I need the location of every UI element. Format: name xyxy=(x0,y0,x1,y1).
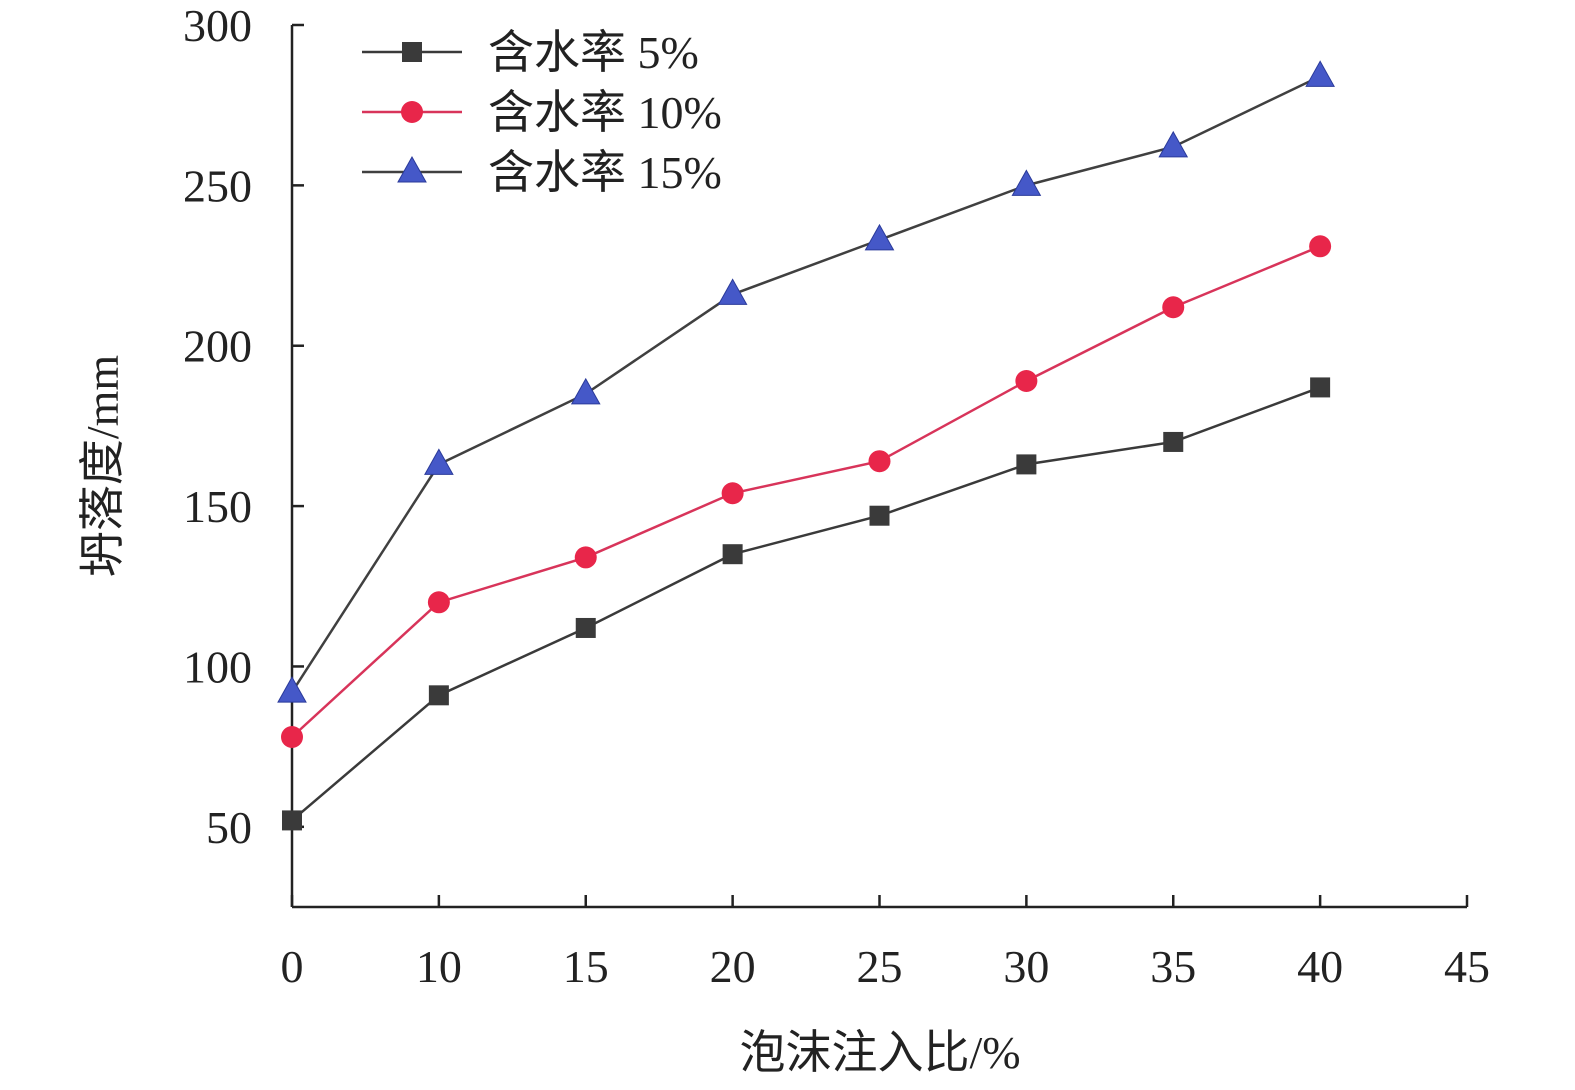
series-group xyxy=(277,60,1335,831)
y-tick-label: 100 xyxy=(183,641,252,692)
data-point-square xyxy=(1016,454,1037,475)
series-line xyxy=(290,75,1321,693)
data-point-circle xyxy=(1162,296,1185,319)
x-tick-label: 35 xyxy=(1150,941,1196,992)
x-tick-label: 25 xyxy=(857,941,903,992)
series-3 xyxy=(277,60,1335,703)
legend-marker-circle xyxy=(401,101,423,123)
legend-label: 含水率 15% xyxy=(488,147,722,198)
y-axis-label: 坍落度/mm xyxy=(77,355,128,578)
x-tick-label: 30 xyxy=(1003,941,1049,992)
axes: 50 100 150 200 250 300 0 10 15 20 25 30 35 40 45 xyxy=(183,0,1490,992)
legend-label: 含水率 5% xyxy=(488,27,699,78)
legend-marker-triangle xyxy=(397,155,427,183)
data-point-square xyxy=(1163,431,1184,452)
data-point-square xyxy=(282,810,302,831)
data-point-circle xyxy=(1309,235,1332,258)
x-tick-label: 15 xyxy=(563,941,609,992)
x-tick-label: 10 xyxy=(416,941,462,992)
data-point-circle xyxy=(1015,370,1038,393)
series-1 xyxy=(282,377,1331,831)
data-point-triangle xyxy=(570,377,601,405)
data-point-circle xyxy=(427,591,450,614)
data-point-triangle xyxy=(424,448,454,475)
x-tick-label: 45 xyxy=(1444,941,1490,992)
series-line xyxy=(291,386,1321,822)
data-point-square xyxy=(869,505,890,526)
data-point-circle xyxy=(574,546,597,569)
data-point-triangle xyxy=(1011,169,1042,196)
legend-item-2: 含水率 10% xyxy=(362,87,722,138)
data-point-triangle xyxy=(277,676,307,703)
data-point-triangle xyxy=(717,278,748,305)
legend: 含水率 5% 含水率 10% 含水率 15% xyxy=(362,27,722,198)
data-point-square xyxy=(722,544,743,565)
x-axis-label: 泡沫注入比/% xyxy=(739,1027,1020,1078)
data-point-square xyxy=(575,617,596,638)
legend-item-3: 含水率 15% xyxy=(362,147,722,198)
series-2 xyxy=(281,235,1332,749)
y-tick-label: 200 xyxy=(183,321,252,372)
legend-item-1: 含水率 5% xyxy=(362,27,699,78)
y-tick-label: 50 xyxy=(206,802,252,853)
y-tick-label: 150 xyxy=(183,481,252,532)
legend-label: 含水率 10% xyxy=(488,87,722,138)
data-point-square xyxy=(428,685,449,706)
x-tick-label: 0 xyxy=(281,941,304,992)
legend-marker-square xyxy=(402,42,422,62)
data-point-triangle xyxy=(1305,60,1335,87)
y-tick-label: 300 xyxy=(183,0,252,51)
data-point-triangle xyxy=(864,223,895,251)
data-point-square xyxy=(1310,377,1331,398)
data-point-circle xyxy=(868,450,891,473)
data-point-triangle xyxy=(1158,130,1189,158)
series-line xyxy=(291,245,1321,738)
x-tick-label: 20 xyxy=(710,941,756,992)
y-tick-label: 250 xyxy=(183,160,252,211)
data-point-circle xyxy=(721,482,744,505)
x-tick-label: 40 xyxy=(1297,941,1343,992)
data-point-circle xyxy=(281,726,303,749)
